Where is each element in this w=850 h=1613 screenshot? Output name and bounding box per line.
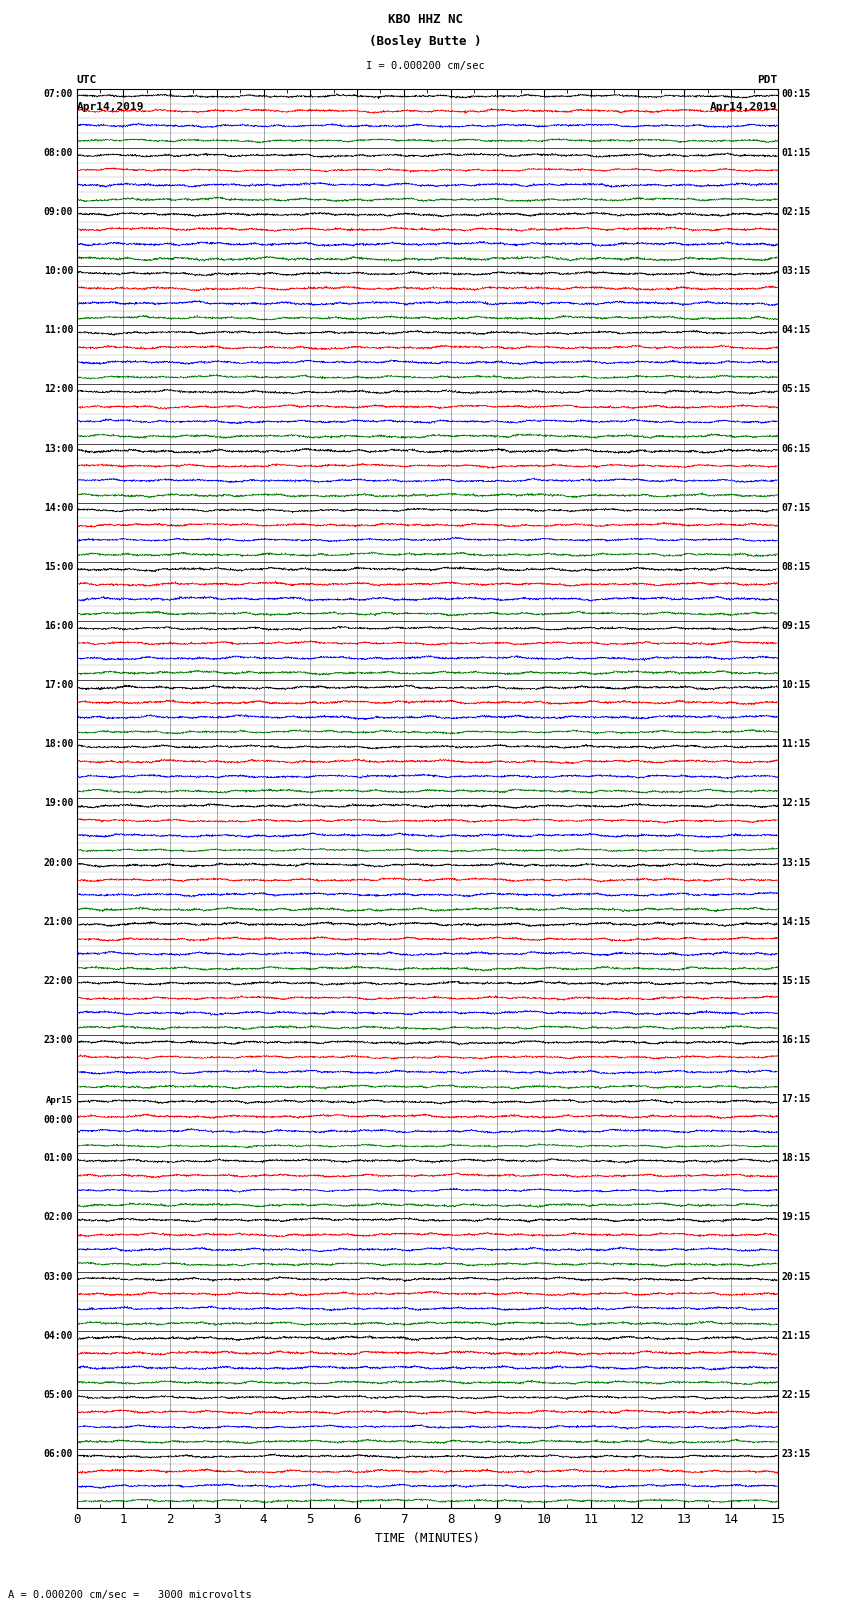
Text: 06:00: 06:00 (43, 1448, 73, 1460)
Text: A = 0.000200 cm/sec =   3000 microvolts: A = 0.000200 cm/sec = 3000 microvolts (8, 1590, 252, 1600)
Text: 21:15: 21:15 (781, 1331, 811, 1340)
Text: 20:15: 20:15 (781, 1271, 811, 1282)
Text: 03:15: 03:15 (781, 266, 811, 276)
Text: 23:15: 23:15 (781, 1448, 811, 1460)
Text: 07:00: 07:00 (43, 89, 73, 98)
Text: 13:00: 13:00 (43, 444, 73, 453)
Text: 04:00: 04:00 (43, 1331, 73, 1340)
Text: 10:00: 10:00 (43, 266, 73, 276)
Text: 21:00: 21:00 (43, 916, 73, 927)
Text: 18:15: 18:15 (781, 1153, 811, 1163)
Text: Apr14,2019: Apr14,2019 (76, 102, 144, 111)
Text: 19:15: 19:15 (781, 1213, 811, 1223)
Text: 02:00: 02:00 (43, 1213, 73, 1223)
Text: (Bosley Butte ): (Bosley Butte ) (369, 35, 481, 48)
Text: 08:15: 08:15 (781, 561, 811, 573)
Text: I = 0.000200 cm/sec: I = 0.000200 cm/sec (366, 61, 484, 71)
Text: 23:00: 23:00 (43, 1036, 73, 1045)
Text: 13:15: 13:15 (781, 858, 811, 868)
Text: 10:15: 10:15 (781, 681, 811, 690)
Text: 05:15: 05:15 (781, 384, 811, 395)
Text: 17:15: 17:15 (781, 1094, 811, 1105)
X-axis label: TIME (MINUTES): TIME (MINUTES) (375, 1532, 479, 1545)
Text: 19:00: 19:00 (43, 798, 73, 808)
Text: UTC: UTC (76, 76, 97, 85)
Text: 16:15: 16:15 (781, 1036, 811, 1045)
Text: 01:00: 01:00 (43, 1153, 73, 1163)
Text: 15:15: 15:15 (781, 976, 811, 986)
Text: 14:15: 14:15 (781, 916, 811, 927)
Text: 12:15: 12:15 (781, 798, 811, 808)
Text: 07:15: 07:15 (781, 503, 811, 513)
Text: 16:00: 16:00 (43, 621, 73, 631)
Text: 15:00: 15:00 (43, 561, 73, 573)
Text: 08:00: 08:00 (43, 148, 73, 158)
Text: 02:15: 02:15 (781, 206, 811, 218)
Text: 17:00: 17:00 (43, 681, 73, 690)
Text: 04:15: 04:15 (781, 326, 811, 336)
Text: 12:00: 12:00 (43, 384, 73, 395)
Text: 03:00: 03:00 (43, 1271, 73, 1282)
Text: 22:00: 22:00 (43, 976, 73, 986)
Text: 00:15: 00:15 (781, 89, 811, 98)
Text: 20:00: 20:00 (43, 858, 73, 868)
Text: 05:00: 05:00 (43, 1390, 73, 1400)
Text: 06:15: 06:15 (781, 444, 811, 453)
Text: Apr14,2019: Apr14,2019 (711, 102, 778, 111)
Text: 09:00: 09:00 (43, 206, 73, 218)
Text: PDT: PDT (757, 76, 778, 85)
Text: Apr15: Apr15 (46, 1095, 73, 1105)
Text: 00:00: 00:00 (43, 1115, 73, 1126)
Text: KBO HHZ NC: KBO HHZ NC (388, 13, 462, 26)
Text: 18:00: 18:00 (43, 739, 73, 750)
Text: 11:00: 11:00 (43, 326, 73, 336)
Text: 22:15: 22:15 (781, 1390, 811, 1400)
Text: 14:00: 14:00 (43, 503, 73, 513)
Text: 01:15: 01:15 (781, 148, 811, 158)
Text: 09:15: 09:15 (781, 621, 811, 631)
Text: 11:15: 11:15 (781, 739, 811, 750)
